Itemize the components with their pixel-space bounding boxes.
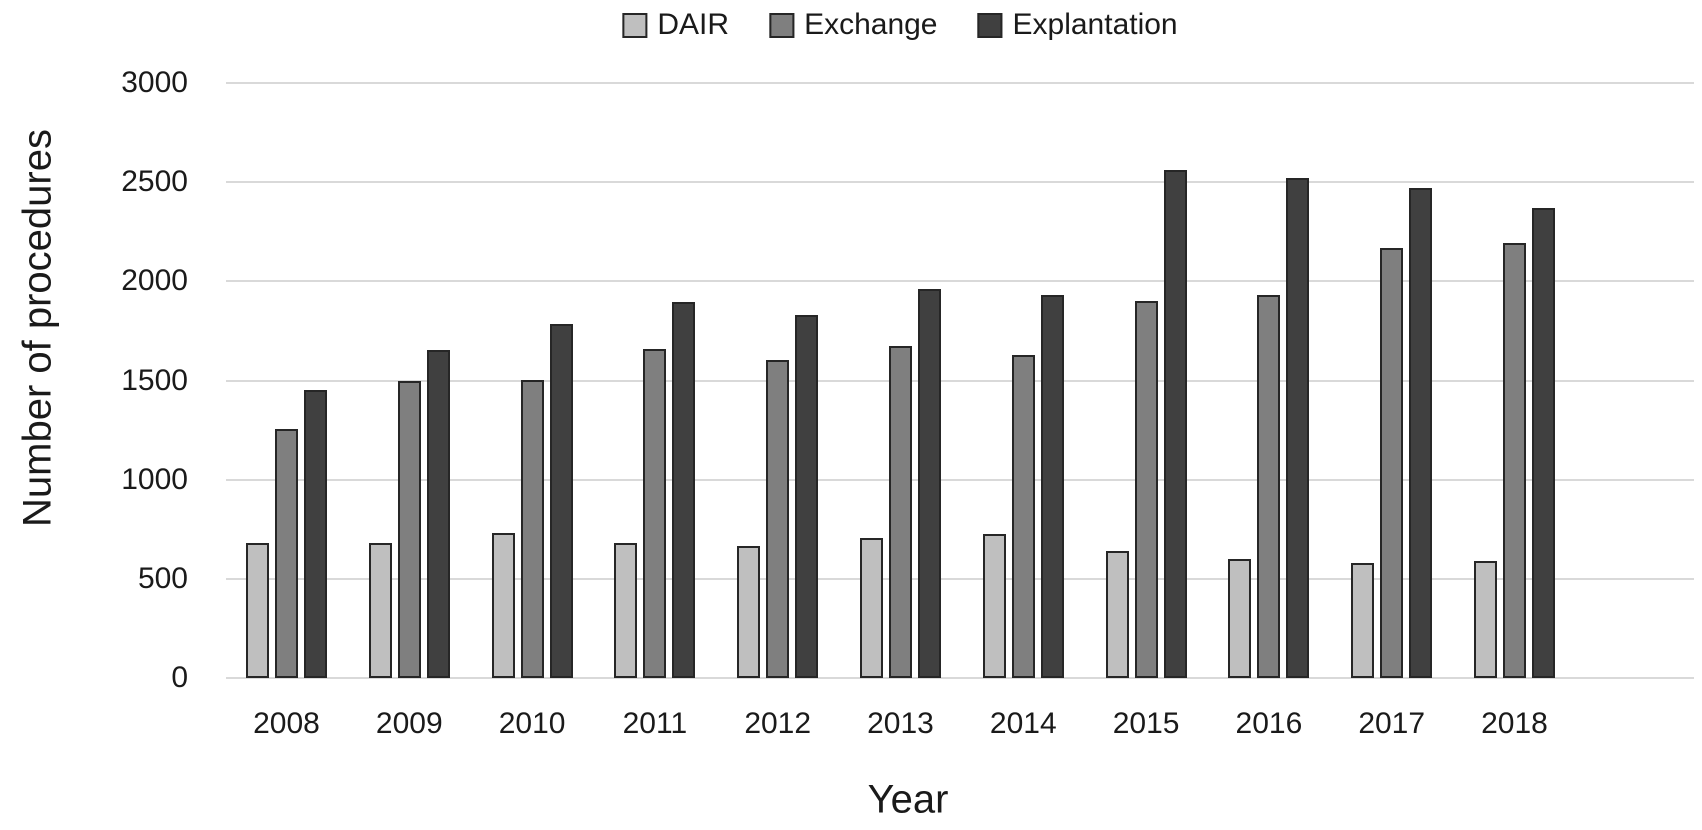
- bar-2017-exchange: [1380, 248, 1404, 678]
- gridline-0: [226, 677, 1694, 679]
- x-tick-label-2009: 2009: [375, 707, 443, 740]
- x-tick-label-2013: 2013: [867, 707, 934, 740]
- y-axis-title: Number of procedures: [15, 129, 60, 527]
- bar-group-2015: [1105, 170, 1187, 678]
- bar-group-2013: [860, 289, 941, 678]
- bar-group-2016: [1228, 178, 1310, 678]
- bar-group-2017: [1351, 188, 1433, 678]
- bar-2014-dair: [982, 534, 1006, 678]
- bar-2010-explantation: [549, 324, 573, 678]
- y-tick-label-500: 500: [137, 561, 188, 595]
- plot-area: [226, 82, 1694, 679]
- gridline-1000: [226, 478, 1694, 481]
- x-tick-label-2018: 2018: [1481, 707, 1548, 740]
- x-tick-label-2010: 2010: [498, 707, 566, 740]
- legend-swatch-icon: [769, 12, 795, 38]
- bar-2010-exchange: [520, 380, 544, 678]
- bar-2016-exchange: [1257, 295, 1281, 678]
- y-tick-label-2000: 2000: [121, 264, 188, 298]
- legend-label: DAIR: [657, 8, 730, 41]
- bar-2009-dair: [368, 543, 392, 678]
- x-tick-label-2016: 2016: [1235, 707, 1303, 740]
- bar-group-2012: [737, 315, 819, 678]
- bar-2015-exchange: [1134, 301, 1158, 678]
- x-tick-label-2014: 2014: [989, 707, 1057, 740]
- legend-item-dair: DAIR: [622, 8, 729, 42]
- bar-group-2009: [368, 350, 450, 678]
- legend-item-exchange: Exchange: [769, 8, 938, 42]
- bar-2015-dair: [1105, 551, 1129, 678]
- gridline-2000: [226, 280, 1694, 283]
- bar-2011-exchange: [643, 349, 667, 678]
- legend-item-explantation: Explantation: [977, 8, 1178, 42]
- bar-group-2018: [1474, 208, 1555, 678]
- bar-2013-exchange: [889, 346, 912, 678]
- legend-label: Explantation: [1012, 8, 1178, 41]
- bar-group-2010: [491, 324, 573, 678]
- x-tick-label-2008: 2008: [253, 707, 320, 740]
- y-tick-label-3000: 3000: [121, 66, 188, 99]
- bar-2010-dair: [491, 533, 515, 678]
- x-tick-label-2015: 2015: [1112, 707, 1180, 740]
- bar-2012-exchange: [766, 360, 790, 678]
- bar-2011-dair: [614, 543, 638, 678]
- bar-2012-dair: [737, 546, 761, 678]
- y-tick-label-2500: 2500: [121, 165, 188, 199]
- bar-group-2008: [246, 390, 327, 678]
- bar-2016-dair: [1228, 559, 1252, 678]
- bar-2013-dair: [860, 538, 883, 678]
- bar-2009-explantation: [426, 350, 450, 678]
- bar-2014-exchange: [1011, 355, 1035, 678]
- bar-group-2014: [982, 295, 1064, 678]
- gridline-2500: [226, 181, 1694, 184]
- legend-swatch-icon: [977, 12, 1003, 38]
- bar-2009-exchange: [397, 381, 421, 678]
- bar-2018-dair: [1474, 561, 1497, 678]
- bar-2011-explantation: [672, 302, 696, 678]
- legend-swatch-icon: [622, 12, 648, 38]
- x-tick-label-2012: 2012: [744, 707, 812, 740]
- bar-2017-explantation: [1409, 188, 1433, 678]
- bar-2014-explantation: [1040, 295, 1064, 678]
- gridline-3000: [226, 82, 1694, 84]
- bar-2018-explantation: [1532, 208, 1555, 678]
- x-axis-title: Year: [867, 777, 949, 822]
- bar-2008-dair: [246, 543, 269, 678]
- gridline-1500: [226, 379, 1694, 382]
- bar-2015-explantation: [1163, 170, 1187, 678]
- gridline-500: [226, 577, 1694, 580]
- bar-2008-explantation: [304, 390, 327, 678]
- legend: DAIR Exchange Explantation: [622, 8, 1178, 42]
- bar-2008-exchange: [275, 429, 298, 678]
- bar-2012-explantation: [795, 315, 819, 678]
- x-tick-label-2017: 2017: [1358, 707, 1426, 740]
- bar-2013-explantation: [918, 289, 941, 678]
- bar-2017-dair: [1351, 563, 1375, 678]
- bar-2018-exchange: [1503, 243, 1526, 678]
- legend-label: Exchange: [804, 8, 938, 41]
- bar-2016-explantation: [1286, 178, 1310, 678]
- y-tick-label-1000: 1000: [121, 462, 188, 496]
- bar-group-2011: [614, 302, 696, 678]
- y-tick-label-0: 0: [171, 661, 188, 694]
- y-tick-label-1500: 1500: [121, 363, 188, 397]
- x-tick-label-2011: 2011: [622, 707, 688, 740]
